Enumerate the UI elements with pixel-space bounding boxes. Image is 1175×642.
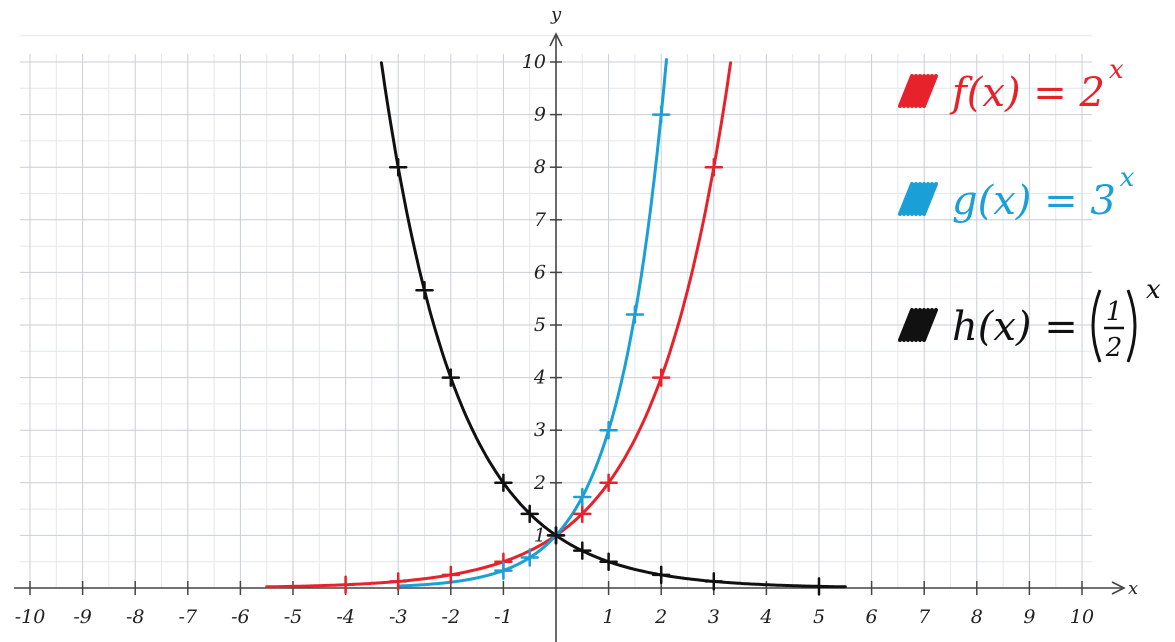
x-tick-label: 5 [813, 606, 825, 628]
point-marker-series-1 [651, 105, 671, 124]
point-marker-series-1 [599, 420, 618, 440]
y-tick-label: 1 [534, 524, 546, 546]
point-marker-series-2 [388, 157, 408, 177]
point-marker-series-2 [494, 473, 513, 493]
point-marker-series-2 [415, 281, 434, 300]
y-tick-label: 4 [533, 367, 546, 389]
x-tick-label: 3 [708, 606, 720, 628]
x-tick-label: -2 [442, 606, 461, 628]
point-marker-series-0 [599, 473, 618, 493]
legend-exp-2: x [1146, 275, 1161, 305]
y-tick-label: 3 [534, 419, 546, 441]
x-tick-label: -9 [73, 606, 92, 628]
x-tick-label: -4 [336, 606, 355, 628]
tick-labels: -10 -9 -8 -7 -6 -5 -4 -3 -2 -1 1 2 3 4 5 6 7 8 9 10 1 2 3 4 5 6 7 8… [15, 51, 1094, 628]
point-marker-series-2 [573, 541, 592, 560]
point-marker-series-2 [599, 552, 618, 571]
point-marker-series-0 [336, 575, 355, 594]
legend-swatch-0 [898, 74, 938, 108]
legend-label-2: h(x) = [952, 304, 1078, 350]
x-tick-label: -10 [15, 606, 46, 628]
point-marker-series-2 [704, 572, 724, 591]
x-tick-label: -8 [126, 606, 145, 628]
point-marker-series-0 [441, 565, 461, 585]
x-axis-label: x [1128, 578, 1138, 599]
y-axis-label: y [550, 4, 562, 25]
point-markers [336, 105, 829, 596]
point-marker-series-1 [625, 305, 645, 324]
legend-swatch-2 [898, 308, 938, 342]
point-marker-series-2 [520, 504, 539, 524]
y-tick-label: 10 [522, 51, 546, 73]
y-tick-label: 5 [534, 314, 546, 336]
point-marker-series-1 [520, 548, 539, 567]
x-tick-label: -1 [494, 606, 513, 628]
x-tick-label: -3 [389, 606, 408, 628]
legend-entry-2: h(x) = 1 2x [898, 275, 1161, 363]
curve-series-1 [396, 58, 668, 588]
legend-paren-left [1091, 289, 1102, 363]
point-marker-series-0 [651, 368, 671, 387]
x-tick-label: -7 [179, 606, 198, 628]
x-tick-label: 7 [918, 606, 931, 628]
legend-paren-right [1126, 289, 1137, 363]
x-axis-arrow [1111, 581, 1126, 595]
x-tick-label: 2 [654, 606, 667, 628]
legend-swatch-1 [898, 182, 938, 216]
y-tick-label: 8 [534, 156, 546, 178]
x-tick-label: 8 [971, 606, 983, 628]
curve-series-2 [379, 61, 847, 589]
point-marker-series-1 [573, 487, 592, 507]
y-tick-label: 6 [534, 261, 546, 283]
x-tick-label: -6 [231, 606, 250, 628]
point-marker-series-2 [651, 565, 671, 585]
x-tick-label: -5 [284, 606, 303, 628]
point-marker-series-2 [441, 368, 461, 387]
legend-frac-den: 2 [1105, 333, 1123, 363]
point-marker-series-2 [546, 526, 566, 545]
legend-exp-1: x [1120, 163, 1135, 193]
x-tick-label: 4 [759, 606, 772, 628]
legend: f(x) = 2 xg(x) = 3 xh(x) = 12x [898, 55, 1161, 363]
point-marker-series-0 [573, 504, 592, 524]
point-marker-series-2 [809, 577, 829, 596]
x-tick-label: 1 [603, 606, 615, 628]
point-marker-series-1 [494, 561, 513, 580]
y-tick-label: 9 [534, 104, 546, 126]
x-tick-label: 6 [866, 606, 878, 628]
x-tick-label: 9 [1023, 606, 1035, 628]
point-marker-series-0 [388, 572, 408, 591]
point-marker-series-0 [704, 157, 724, 177]
x-tick-label: 10 [1070, 606, 1094, 628]
y-axis-arrow [549, 32, 563, 47]
legend-exp-0: x [1109, 55, 1124, 85]
legend-label-1: g(x) = 3 [952, 178, 1116, 224]
y-tick-label: 2 [533, 472, 546, 494]
y-tick-label: 7 [534, 209, 547, 231]
legend-label-0: f(x) = 2 [949, 70, 1105, 116]
legend-frac-num: 1 [1106, 297, 1123, 327]
